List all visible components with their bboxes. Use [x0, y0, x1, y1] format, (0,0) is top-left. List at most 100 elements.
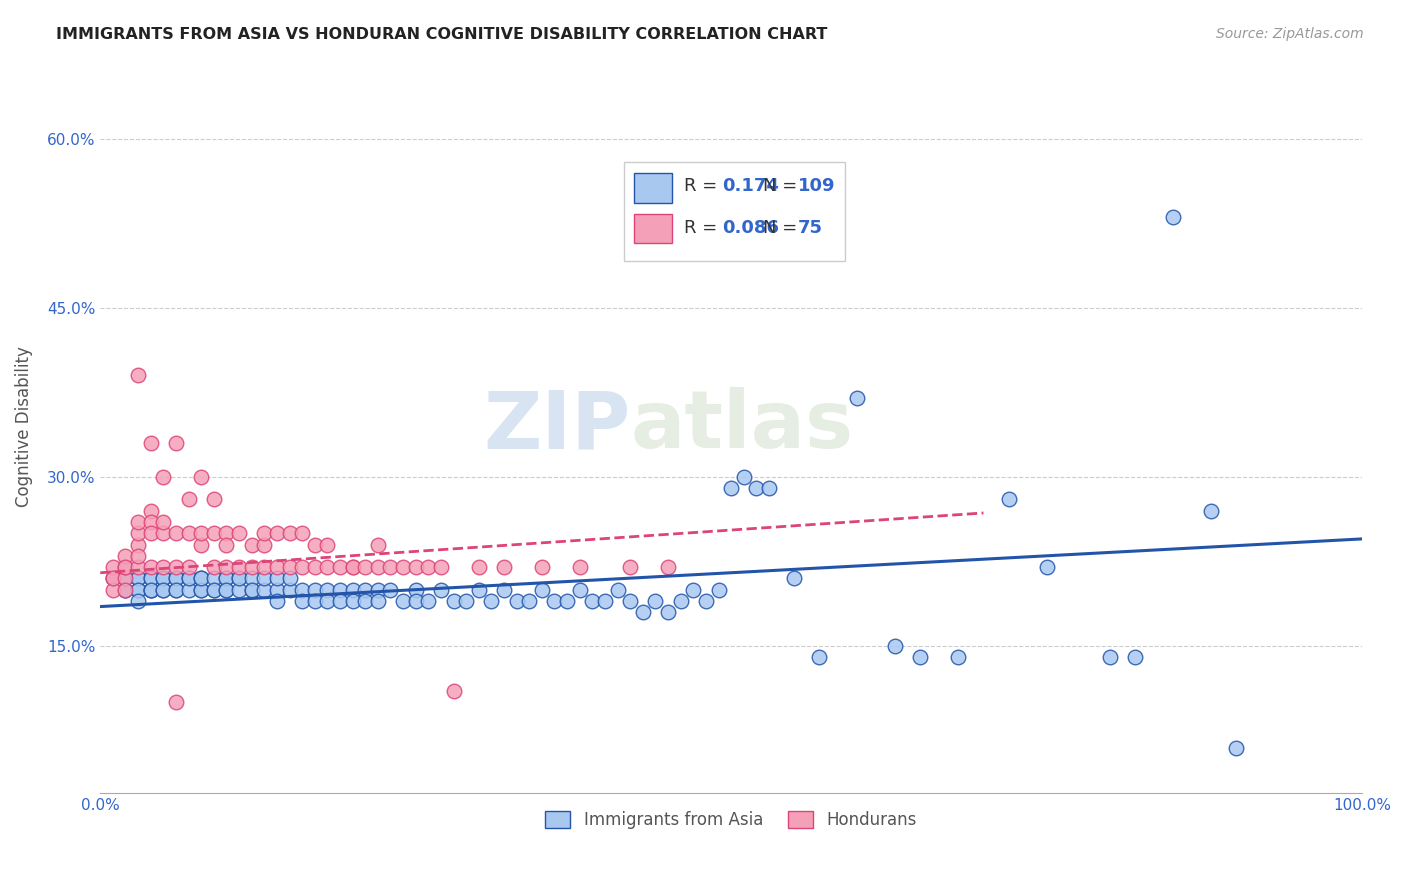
Point: [418, 560, 440, 574]
Point: [114, 560, 136, 574]
Point: [127, 515, 149, 529]
Point: [479, 594, 502, 608]
Point: [316, 582, 339, 597]
Point: [669, 594, 692, 608]
Point: [139, 526, 162, 541]
Point: [228, 582, 250, 597]
Point: [278, 582, 301, 597]
Point: [139, 436, 162, 450]
Point: [101, 571, 124, 585]
Point: [581, 594, 603, 608]
Point: [202, 526, 225, 541]
Point: [253, 582, 276, 597]
Point: [720, 481, 742, 495]
Text: atlas: atlas: [630, 387, 853, 465]
Point: [758, 481, 780, 495]
Point: [127, 560, 149, 574]
Point: [127, 526, 149, 541]
Point: [405, 560, 427, 574]
Point: [177, 560, 200, 574]
Point: [228, 571, 250, 585]
Point: [884, 639, 907, 653]
Point: [354, 582, 377, 597]
Point: [215, 582, 238, 597]
Point: [367, 582, 389, 597]
Point: [329, 560, 352, 574]
Point: [278, 571, 301, 585]
Point: [405, 582, 427, 597]
Point: [114, 582, 136, 597]
Point: [367, 594, 389, 608]
Point: [152, 571, 174, 585]
Point: [568, 560, 591, 574]
Point: [215, 526, 238, 541]
Text: R =: R =: [685, 219, 717, 237]
Point: [190, 571, 212, 585]
Point: [266, 571, 288, 585]
Text: N =: N =: [762, 178, 797, 195]
Point: [329, 594, 352, 608]
Point: [152, 582, 174, 597]
Point: [304, 582, 326, 597]
Point: [165, 695, 187, 709]
Point: [202, 492, 225, 507]
Text: 75: 75: [799, 219, 823, 237]
Point: [139, 582, 162, 597]
Point: [291, 526, 314, 541]
Point: [354, 594, 377, 608]
Point: [139, 515, 162, 529]
Point: [278, 560, 301, 574]
Point: [1199, 504, 1222, 518]
Text: 109: 109: [799, 178, 835, 195]
Point: [808, 650, 831, 665]
Point: [240, 582, 263, 597]
Point: [997, 492, 1019, 507]
Point: [380, 560, 402, 574]
Point: [114, 582, 136, 597]
Point: [392, 594, 415, 608]
Point: [492, 560, 515, 574]
Point: [468, 582, 491, 597]
Point: [165, 582, 187, 597]
Point: [202, 560, 225, 574]
Point: [101, 571, 124, 585]
Point: [266, 594, 288, 608]
Point: [304, 537, 326, 551]
Point: [367, 560, 389, 574]
Point: [177, 571, 200, 585]
Point: [707, 582, 730, 597]
Point: [253, 560, 276, 574]
Point: [240, 560, 263, 574]
Point: [316, 594, 339, 608]
Point: [644, 594, 666, 608]
Y-axis label: Cognitive Disability: Cognitive Disability: [15, 346, 32, 507]
Point: [165, 560, 187, 574]
Point: [127, 594, 149, 608]
Point: [177, 526, 200, 541]
Point: [342, 594, 364, 608]
Point: [240, 582, 263, 597]
Point: [1123, 650, 1146, 665]
Point: [215, 571, 238, 585]
Point: [190, 582, 212, 597]
Point: [354, 560, 377, 574]
Point: [215, 537, 238, 551]
Point: [139, 504, 162, 518]
Point: [114, 571, 136, 585]
Point: [517, 594, 540, 608]
Point: [456, 594, 478, 608]
Point: [139, 571, 162, 585]
Point: [190, 470, 212, 484]
Text: Source: ZipAtlas.com: Source: ZipAtlas.com: [1216, 27, 1364, 41]
Point: [202, 582, 225, 597]
Point: [127, 582, 149, 597]
FancyBboxPatch shape: [634, 213, 672, 243]
Point: [329, 582, 352, 597]
Point: [152, 582, 174, 597]
Point: [695, 594, 717, 608]
Point: [190, 526, 212, 541]
Point: [278, 526, 301, 541]
Point: [783, 571, 806, 585]
Point: [215, 571, 238, 585]
Point: [530, 560, 553, 574]
